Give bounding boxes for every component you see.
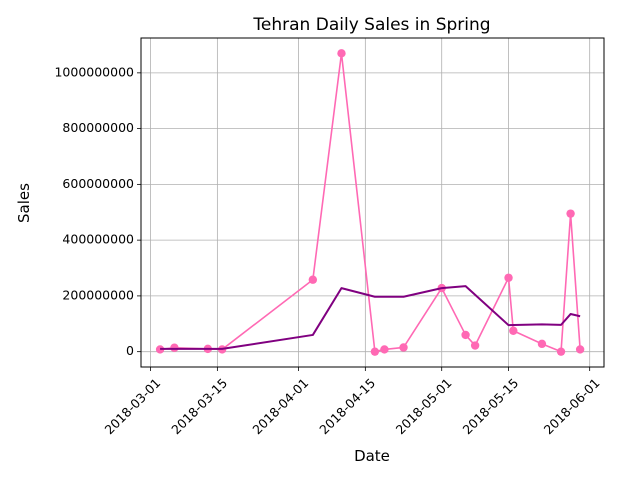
series-1-point [461,330,470,340]
y-tick-label: 600000000 [62,176,134,191]
series-1-point [170,343,179,352]
series-1-point [399,343,408,352]
chart-title: Tehran Daily Sales in Spring [252,15,490,35]
plot-frame [140,37,605,368]
series-1-point [575,345,585,354]
x-axis-label: Date [354,447,390,465]
series-2-line [160,285,581,350]
series-1-point [537,339,547,349]
series-1-point [370,347,380,356]
series-1-point [566,209,575,218]
y-axis-label: Sales [15,183,33,223]
y-tick-label: 1000000000 [54,64,134,79]
series-lines [155,49,585,356]
series-1-point [504,273,513,282]
series-1-point [380,345,389,354]
y-tick-label: 800000000 [62,120,134,135]
series-1-point [470,341,480,350]
y-tick-label: 400000000 [62,232,134,247]
series-1-point [337,49,346,58]
series-1-point [308,275,318,284]
series-1-point [556,347,566,356]
y-tick-label: 0 [126,343,134,358]
y-tick-label: 200000000 [62,287,134,302]
gridlines [141,38,604,367]
series-1-point [509,326,518,335]
